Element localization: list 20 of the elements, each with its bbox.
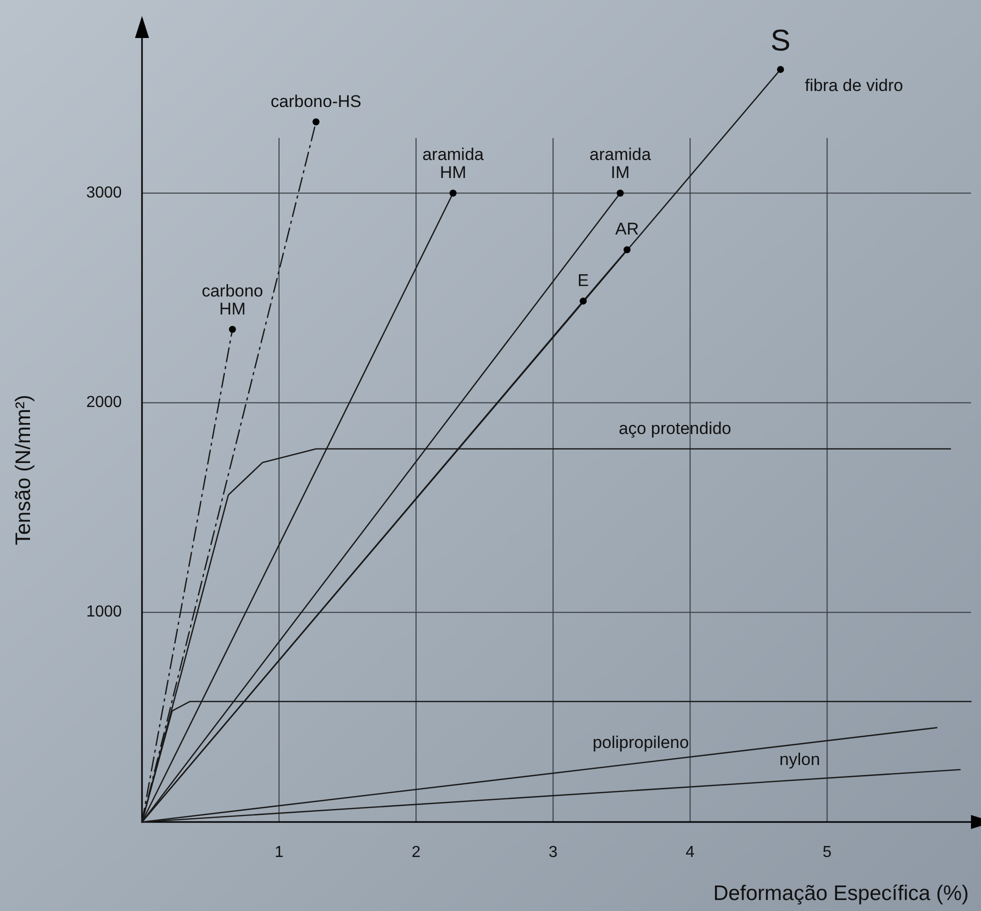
x-tick-label: 2	[412, 844, 421, 861]
x-axis-title: Deformação Específica (%)	[713, 882, 969, 905]
annotation: carbono-HS	[270, 92, 362, 111]
x-tick-label: 5	[822, 844, 832, 861]
x-tick-label: 4	[686, 844, 695, 861]
y-tick-label: 2000	[86, 394, 122, 411]
annotation: fibra de vidro	[804, 76, 904, 96]
x-tick-label: 1	[274, 844, 284, 861]
annotation: S	[770, 24, 791, 58]
annotation: polipropileno	[592, 732, 689, 752]
y-tick-label: 3000	[86, 184, 122, 202]
y-axis-title: Tensão (N/mm²)	[12, 394, 35, 546]
annotation: aramida IM	[590, 145, 652, 182]
annotation: E	[578, 270, 589, 290]
annotation: nylon	[779, 750, 820, 769]
annotation: carbono HM	[202, 281, 264, 318]
y-tick-label: 1000	[86, 604, 122, 621]
annotation: aramida HM	[422, 145, 484, 182]
x-tick-label: 3	[548, 844, 558, 861]
annotation: AR	[615, 220, 639, 239]
